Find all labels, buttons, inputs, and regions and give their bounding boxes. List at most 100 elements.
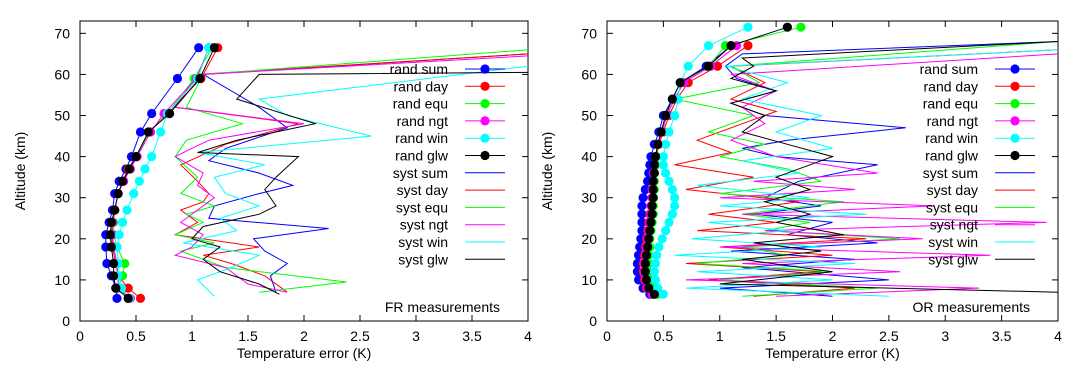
data-point-rand-glw xyxy=(649,168,659,178)
data-point-rand-win xyxy=(664,176,674,186)
y-tick-label: 70 xyxy=(581,25,597,41)
legend-label: syst equ xyxy=(926,199,978,215)
legend-label: rand day xyxy=(394,78,448,94)
data-point-rand-glw xyxy=(143,127,153,137)
y-tick-label: 10 xyxy=(54,272,70,288)
data-point-rand-glw xyxy=(726,41,736,51)
legend-label: syst equ xyxy=(396,199,448,215)
y-tick-label: 30 xyxy=(54,190,70,206)
data-point-rand-day xyxy=(135,293,146,303)
series-line-syst-day xyxy=(674,49,1058,297)
data-point-rand-win xyxy=(147,152,157,162)
y-tick-label: 60 xyxy=(54,66,70,82)
y-tick-label: 70 xyxy=(54,25,70,41)
data-point-rand-glw xyxy=(165,108,175,119)
data-point-rand-win xyxy=(670,110,680,121)
data-point-rand-sum xyxy=(112,293,122,303)
legend-label: rand glw xyxy=(395,148,449,164)
data-point-rand-glw xyxy=(703,61,714,71)
data-point-rand-win xyxy=(129,189,139,199)
data-point-rand-win xyxy=(654,242,664,252)
data-point-rand-win xyxy=(658,160,668,170)
data-point-rand-glw xyxy=(644,283,654,293)
data-point-rand-glw xyxy=(661,110,671,121)
data-point-rand-glw xyxy=(195,73,205,84)
data-point-rand-glw xyxy=(106,242,116,252)
x-tick-label: 3 xyxy=(941,328,949,344)
data-point-rand-glw xyxy=(649,289,659,299)
data-point-rand-win xyxy=(670,193,680,203)
data-point-rand-glw xyxy=(105,230,115,240)
x-tick-label: 1 xyxy=(716,328,724,344)
legend-swatch-marker xyxy=(480,116,490,126)
data-point-rand-glw xyxy=(648,193,658,203)
data-point-rand-sum xyxy=(102,258,112,269)
data-point-rand-glw xyxy=(647,209,657,219)
series-line-rand-glw xyxy=(109,47,215,299)
legend-swatch-marker xyxy=(480,133,490,143)
data-point-rand-glw xyxy=(667,94,677,104)
data-point-rand-win xyxy=(661,225,671,236)
series-layer xyxy=(101,43,528,303)
plot-frame xyxy=(606,20,1059,322)
y-tick-label: 40 xyxy=(581,149,597,165)
legend-swatch-marker xyxy=(1010,81,1020,91)
data-point-rand-day xyxy=(123,283,133,293)
legend-swatch-marker xyxy=(480,150,490,161)
legend-label: syst glw xyxy=(928,251,979,267)
series-line-rand-win xyxy=(116,47,210,299)
legend-label: syst sum xyxy=(393,165,448,181)
data-point-rand-glw xyxy=(645,225,655,236)
legend-swatch-marker xyxy=(480,64,490,74)
x-tick-label: 4 xyxy=(1054,328,1062,344)
series-line-syst-equ xyxy=(674,41,1058,297)
y-tick-label: 20 xyxy=(581,231,597,247)
series-line-syst-glw xyxy=(719,41,1058,293)
data-point-rand-glw xyxy=(650,152,661,162)
data-point-rand-sum xyxy=(637,217,647,227)
data-point-rand-glw xyxy=(641,250,652,260)
series-line-syst-ngt xyxy=(173,55,528,293)
data-point-rand-glw xyxy=(209,43,219,53)
panel-annotation: FR measurements xyxy=(385,299,500,315)
data-point-rand-glw xyxy=(117,176,128,186)
data-point-rand-sum xyxy=(194,43,204,53)
legend-label: syst ngt xyxy=(400,217,448,233)
x-tick-label: 2 xyxy=(300,328,308,344)
y-tick-label: 30 xyxy=(581,190,597,206)
x-tick-label: 2 xyxy=(829,328,837,344)
data-point-rand-win xyxy=(156,127,166,137)
data-point-rand-sum xyxy=(637,209,647,219)
legend-swatch-marker xyxy=(1010,150,1020,161)
series-line-syst-win xyxy=(182,65,528,297)
data-point-rand-glw xyxy=(648,184,658,195)
x-tick-label: 3 xyxy=(412,328,420,344)
data-point-rand-glw xyxy=(782,22,793,32)
y-tick-label: 20 xyxy=(54,231,70,247)
legend-label: rand day xyxy=(924,78,978,94)
x-tick-label: 2.5 xyxy=(350,328,370,344)
data-point-rand-win xyxy=(667,209,677,219)
legend-label: rand glw xyxy=(925,148,979,164)
y-tick-label: 40 xyxy=(54,149,70,165)
legend-swatch-marker xyxy=(1010,116,1020,126)
legend-label: syst win xyxy=(398,234,448,250)
data-point-rand-glw xyxy=(675,78,685,88)
data-point-rand-sum xyxy=(638,193,648,203)
data-point-rand-glw xyxy=(648,176,658,186)
x-tick-label: 3.5 xyxy=(992,328,1012,344)
series-line-syst-win xyxy=(674,49,1058,297)
y-axis-title: Altitude (km) xyxy=(12,132,28,211)
panel-or-measurements: 0 0.5 1 1.5 2 2.5 3 3.5 4010203040506070Temperat… xyxy=(539,20,1062,361)
data-point-rand-glw xyxy=(656,127,666,137)
data-point-rand-glw xyxy=(106,217,116,227)
data-point-rand-win xyxy=(649,267,659,277)
data-point-rand-win xyxy=(650,275,661,285)
data-point-rand-sum xyxy=(637,201,647,211)
legend-swatch-marker xyxy=(1010,64,1020,74)
x-tick-label: 0 xyxy=(76,328,84,344)
data-point-rand-win xyxy=(140,164,150,174)
legend-label: rand ngt xyxy=(397,113,448,129)
